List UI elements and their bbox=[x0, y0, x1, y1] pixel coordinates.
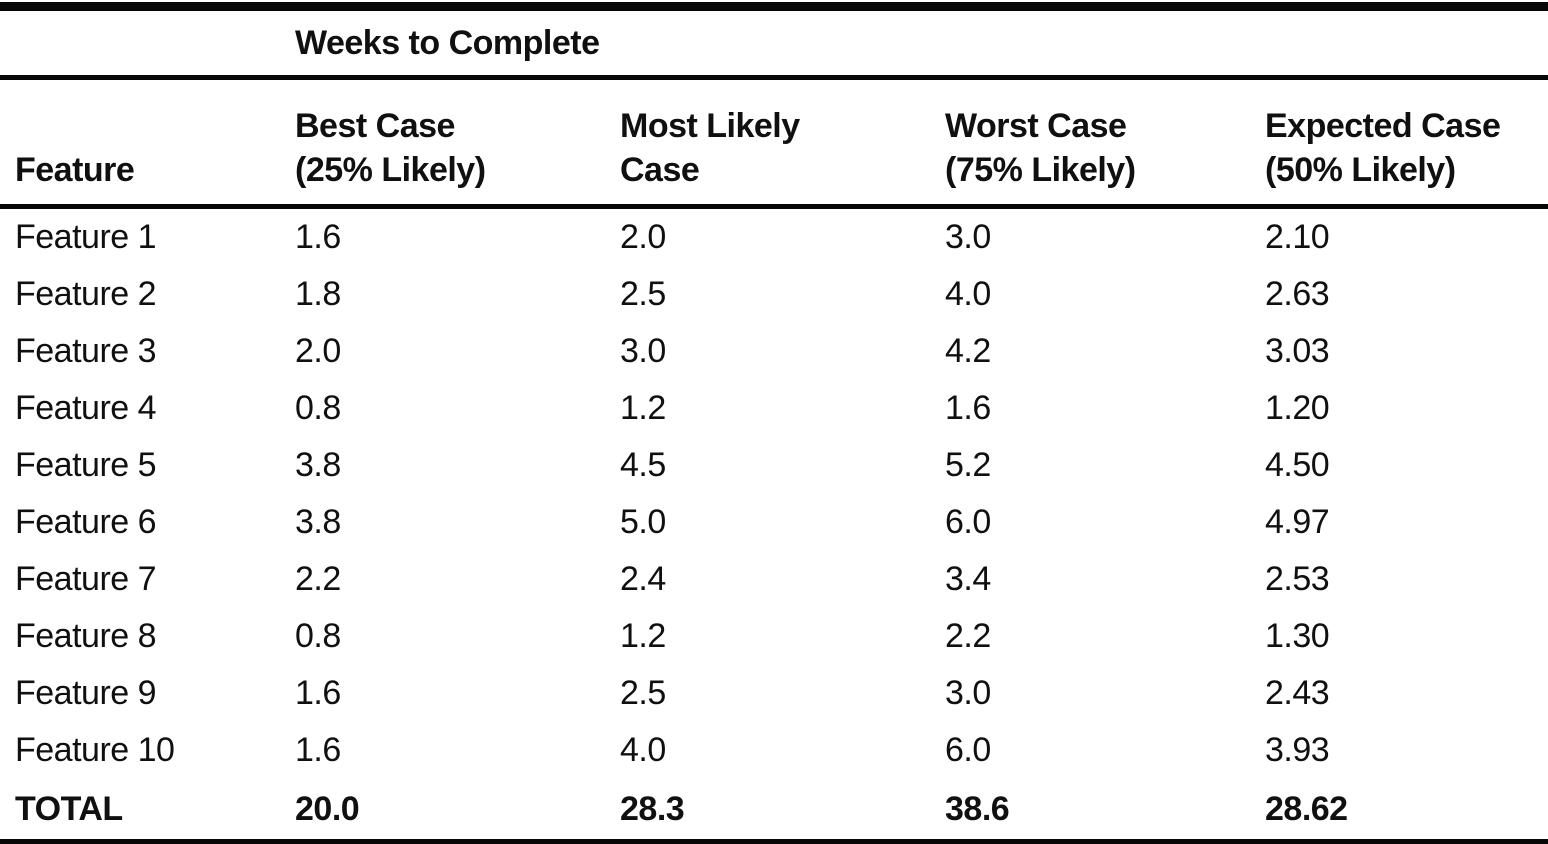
span-header-spacer bbox=[0, 6, 280, 80]
cell-total-expected-case: 28.62 bbox=[1265, 789, 1348, 828]
col-header-expected-case: Expected Case (50% Likely) bbox=[1250, 77, 1548, 209]
cell-worst-case: 4.0 bbox=[945, 275, 991, 313]
cell-expected-case: 4.97 bbox=[1265, 503, 1330, 541]
cell-most-likely: 2.0 bbox=[620, 218, 666, 256]
cell-total-worst-case: 38.6 bbox=[945, 789, 1010, 828]
cell-most-likely: 3.0 bbox=[620, 332, 666, 370]
col-header-expected-case-line2: (50% Likely) bbox=[1265, 151, 1456, 189]
cell-total-most-likely: 28.3 bbox=[620, 789, 685, 828]
cell-expected-case: 4.50 bbox=[1265, 446, 1330, 484]
cell-total-best-case: 20.0 bbox=[295, 789, 360, 828]
total-row: TOTAL 20.0 28.3 38.6 28.62 bbox=[0, 779, 1548, 844]
cell-most-likely: 5.0 bbox=[620, 503, 666, 541]
col-header-most-likely: Most Likely Case bbox=[605, 77, 930, 209]
cell-expected-case: 1.30 bbox=[1265, 617, 1330, 655]
cell-feature: Feature 2 bbox=[15, 275, 157, 313]
col-header-expected-case-line1: Expected Case bbox=[1265, 107, 1501, 145]
cell-most-likely: 1.2 bbox=[620, 389, 666, 427]
cell-best-case: 0.8 bbox=[295, 617, 341, 655]
cell-expected-case: 2.53 bbox=[1265, 560, 1330, 598]
cell-best-case: 0.8 bbox=[295, 389, 341, 427]
col-header-worst-case-line2: (75% Likely) bbox=[945, 151, 1136, 189]
cell-feature: Feature 8 bbox=[15, 617, 157, 655]
cell-best-case: 1.8 bbox=[295, 275, 341, 313]
cell-expected-case: 2.43 bbox=[1265, 674, 1330, 712]
col-header-worst-case-line1: Worst Case bbox=[945, 107, 1127, 145]
cell-feature: Feature 9 bbox=[15, 674, 157, 712]
cell-worst-case: 3.4 bbox=[945, 560, 991, 598]
table-row: Feature 4 0.8 1.2 1.6 1.20 bbox=[0, 380, 1548, 437]
cell-worst-case: 1.6 bbox=[945, 389, 991, 427]
column-header-row: Feature Best Case (25% Likely) Most Like… bbox=[0, 77, 1548, 209]
cell-worst-case: 4.2 bbox=[945, 332, 991, 370]
cell-feature: Feature 1 bbox=[15, 218, 157, 256]
cell-most-likely: 4.0 bbox=[620, 731, 666, 769]
cell-best-case: 1.6 bbox=[295, 674, 341, 712]
table-row: Feature 3 2.0 3.0 4.2 3.03 bbox=[0, 323, 1548, 380]
cell-worst-case: 6.0 bbox=[945, 503, 991, 541]
table-row: Feature 2 1.8 2.5 4.0 2.63 bbox=[0, 266, 1548, 323]
cell-best-case: 2.2 bbox=[295, 560, 341, 598]
table-row: Feature 9 1.6 2.5 3.0 2.43 bbox=[0, 665, 1548, 722]
cell-most-likely: 2.5 bbox=[620, 674, 666, 712]
cell-worst-case: 6.0 bbox=[945, 731, 991, 769]
table-row: Feature 10 1.6 4.0 6.0 3.93 bbox=[0, 722, 1548, 779]
col-header-feature-line2: Feature bbox=[15, 151, 135, 189]
table-row: Feature 6 3.8 5.0 6.0 4.97 bbox=[0, 494, 1548, 551]
cell-worst-case: 3.0 bbox=[945, 674, 991, 712]
col-header-feature: Feature bbox=[0, 77, 280, 209]
cell-expected-case: 1.20 bbox=[1265, 389, 1330, 427]
cell-worst-case: 3.0 bbox=[945, 218, 991, 256]
cell-total-label: TOTAL bbox=[15, 789, 123, 828]
col-header-most-likely-line2: Case bbox=[620, 151, 700, 189]
col-header-best-case: Best Case (25% Likely) bbox=[280, 77, 605, 209]
table-row: Feature 8 0.8 1.2 2.2 1.30 bbox=[0, 608, 1548, 665]
cell-most-likely: 2.4 bbox=[620, 560, 666, 598]
cell-expected-case: 3.03 bbox=[1265, 332, 1330, 370]
table-title: Weeks to Complete bbox=[280, 6, 1548, 80]
col-header-most-likely-line1: Most Likely bbox=[620, 107, 800, 145]
cell-expected-case: 3.93 bbox=[1265, 731, 1330, 769]
cell-best-case: 3.8 bbox=[295, 503, 341, 541]
cell-expected-case: 2.10 bbox=[1265, 218, 1330, 256]
col-header-worst-case: Worst Case (75% Likely) bbox=[930, 77, 1250, 209]
cell-best-case: 2.0 bbox=[295, 332, 341, 370]
cell-feature: Feature 6 bbox=[15, 503, 157, 541]
cell-best-case: 3.8 bbox=[295, 446, 341, 484]
cell-feature: Feature 3 bbox=[15, 332, 157, 370]
cell-feature: Feature 5 bbox=[15, 446, 157, 484]
table-row: Feature 7 2.2 2.4 3.4 2.53 bbox=[0, 551, 1548, 608]
cell-worst-case: 5.2 bbox=[945, 446, 991, 484]
col-header-best-case-line1: Best Case bbox=[295, 107, 455, 145]
col-header-best-case-line2: (25% Likely) bbox=[295, 151, 486, 189]
cell-feature: Feature 7 bbox=[15, 560, 157, 598]
cell-most-likely: 1.2 bbox=[620, 617, 666, 655]
span-header-row: Weeks to Complete bbox=[0, 6, 1548, 80]
cell-most-likely: 4.5 bbox=[620, 446, 666, 484]
cell-best-case: 1.6 bbox=[295, 731, 341, 769]
table-row: Feature 1 1.6 2.0 3.0 2.10 bbox=[0, 207, 1548, 267]
cell-expected-case: 2.63 bbox=[1265, 275, 1330, 313]
cell-worst-case: 2.2 bbox=[945, 617, 991, 655]
table-row: Feature 5 3.8 4.5 5.2 4.50 bbox=[0, 437, 1548, 494]
cell-most-likely: 2.5 bbox=[620, 275, 666, 313]
cell-best-case: 1.6 bbox=[295, 218, 341, 256]
cell-feature: Feature 10 bbox=[15, 731, 175, 769]
cell-feature: Feature 4 bbox=[15, 389, 157, 427]
